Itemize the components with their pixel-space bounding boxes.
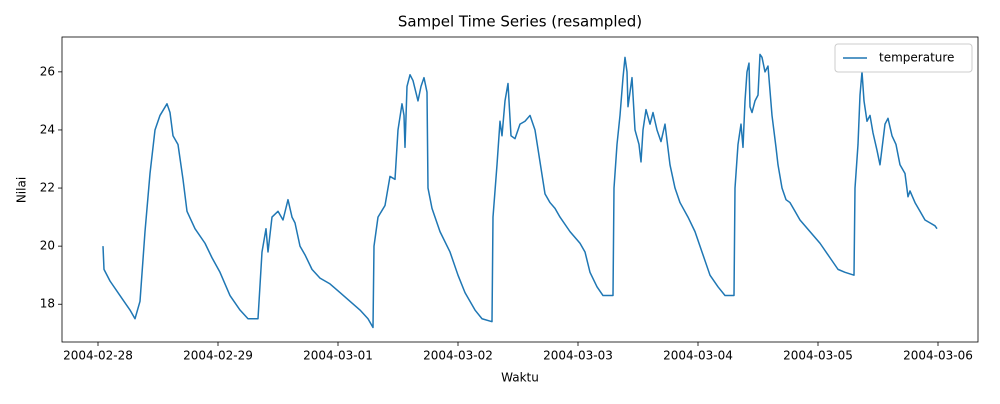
plot-frame [61,36,979,343]
y-tick-label: 22 [40,181,55,195]
y-tick-label: 18 [40,297,55,311]
x-tick-label: 2004-02-29 [183,349,253,363]
x-tick-label: 2004-03-03 [543,349,613,363]
x-tick-label: 2004-03-01 [303,349,373,363]
y-tick-label: 20 [40,239,55,253]
x-tick-label: 2004-03-06 [903,349,973,363]
y-tick-label: 24 [40,122,55,136]
y-axis-label: Nilai [15,177,29,203]
y-tick-label: 26 [40,64,55,78]
x-tick-label: 2004-03-04 [663,349,733,363]
data-line [102,53,938,329]
x-axis-label: Waktu [501,371,539,385]
x-tick-label: 2004-03-05 [783,349,853,363]
x-tick-label: 2004-03-02 [423,349,493,363]
legend-box [834,43,973,73]
chart-title: Sampel Time Series (resampled) [398,13,642,31]
legend-label: temperature [879,51,954,65]
x-tick-label: 2004-02-28 [63,349,133,363]
